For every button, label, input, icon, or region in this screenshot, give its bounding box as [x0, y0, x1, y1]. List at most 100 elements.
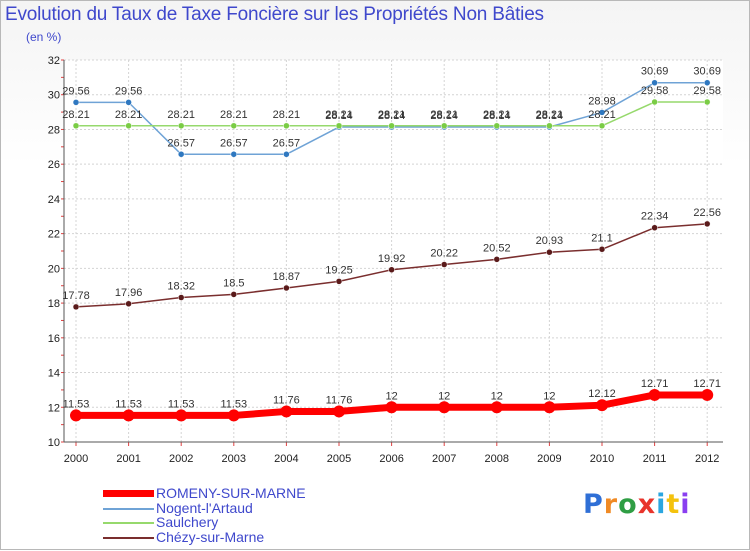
data-point [72, 303, 80, 311]
data-label: 12.71 [693, 378, 721, 390]
data-point [385, 401, 398, 414]
data-label: 12.12 [588, 388, 616, 400]
data-point [280, 405, 293, 418]
data-label: 11.53 [168, 398, 195, 410]
data-point [703, 220, 711, 228]
data-label: 28.14 [483, 110, 511, 122]
data-point [230, 291, 238, 298]
data-label: 28.98 [588, 95, 616, 107]
data-point [440, 261, 448, 268]
data-label: 11.53 [220, 398, 247, 410]
data-point [335, 278, 343, 285]
data-label: 28.21 [115, 109, 143, 121]
x-tick-label: 2004 [274, 453, 298, 465]
y-tick-label: 16 [48, 333, 60, 345]
y-tick-label: 32 [48, 55, 60, 67]
brand-letter: i [680, 489, 691, 520]
y-tick-label: 28 [48, 124, 60, 136]
series-romeny-sur-marne [70, 388, 714, 422]
x-tick-label: 2003 [222, 453, 246, 465]
data-point [438, 401, 451, 414]
legend-item: Nogent-l'Artaud [103, 501, 363, 516]
data-label: 20.52 [483, 242, 511, 254]
data-label: 28.21 [588, 109, 616, 121]
data-label: 28.21 [536, 109, 564, 121]
x-tick-label: 2009 [537, 453, 561, 465]
data-label: 12 [438, 390, 450, 402]
data-label: 12 [543, 390, 555, 402]
brand-letter: o [618, 489, 638, 520]
legend-label: ROMENY-SUR-MARNE [156, 485, 306, 501]
data-point [230, 122, 238, 130]
data-point [175, 409, 188, 422]
data-point [227, 409, 240, 422]
y-tick-label: 18 [48, 298, 60, 310]
data-point [230, 151, 238, 158]
data-point [177, 294, 185, 301]
data-label: 18.87 [273, 271, 301, 283]
data-label: 21.1 [591, 232, 612, 244]
data-label: 29.58 [693, 85, 721, 97]
data-point [543, 401, 556, 414]
data-point [546, 248, 553, 256]
brand-logo: Proxiti [583, 489, 691, 520]
data-label: 22.34 [641, 211, 669, 223]
data-label: 19.25 [325, 264, 353, 276]
legend-item: Saulchery [103, 515, 363, 530]
y-tick-label: 30 [48, 90, 60, 102]
x-tick-label: 2012 [695, 453, 719, 465]
legend-item: ROMENY-SUR-MARNE [103, 486, 363, 501]
data-label: 11.76 [326, 394, 353, 406]
legend-swatch [103, 490, 154, 497]
legend-label: Chézy-sur-Marne [156, 528, 265, 545]
y-tick-label: 12 [48, 402, 60, 414]
data-label: 29.58 [641, 85, 669, 97]
y-tick-label: 24 [48, 194, 60, 206]
legend-label: Saulchery [156, 514, 219, 530]
data-point [125, 122, 132, 130]
data-label: 28.21 [273, 109, 301, 121]
data-label: 28.14 [325, 110, 353, 122]
legend-label: Nogent-l'Artaud [156, 499, 253, 516]
x-tick-label: 2002 [169, 453, 193, 465]
y-tick-label: 20 [48, 263, 60, 275]
x-tick-label: 2008 [485, 453, 509, 465]
data-point [703, 79, 711, 86]
legend-swatch [103, 507, 154, 510]
data-label: 30.69 [641, 66, 669, 78]
x-tick-label: 2001 [116, 453, 140, 465]
data-point [335, 122, 343, 130]
legend-swatch [103, 536, 154, 539]
x-tick-label: 2010 [590, 453, 614, 465]
data-point [72, 122, 80, 130]
brand-letter: x [637, 489, 657, 520]
y-tick-label: 10 [48, 437, 60, 449]
brand-letter: r [603, 489, 619, 520]
data-point [596, 399, 608, 412]
data-label: 17.96 [115, 287, 143, 299]
data-label: 22.56 [693, 207, 721, 219]
data-point [388, 122, 395, 130]
chart-title: Evolution du Taux de Taxe Foncière sur l… [5, 4, 544, 25]
data-point [283, 122, 290, 130]
legend-item: Chézy-sur-Marne [103, 530, 363, 545]
data-label: 11.76 [273, 394, 300, 406]
data-point [701, 388, 714, 401]
y-axis-unit-label: (en %) [26, 30, 62, 44]
data-label: 28.14 [378, 110, 406, 122]
data-point [648, 388, 661, 401]
data-point [440, 122, 448, 130]
data-label: 12.71 [641, 378, 669, 390]
data-label: 11.53 [63, 398, 90, 410]
x-tick-label: 2011 [643, 453, 667, 465]
data-point [125, 99, 132, 106]
data-label: 30.69 [693, 66, 721, 78]
data-label: 28.14 [536, 110, 564, 122]
data-label: 20.22 [430, 248, 458, 260]
data-point [283, 284, 290, 292]
data-point [546, 122, 553, 130]
data-label: 28.21 [325, 109, 353, 121]
data-point [70, 409, 82, 422]
data-label: 28.21 [167, 109, 195, 121]
